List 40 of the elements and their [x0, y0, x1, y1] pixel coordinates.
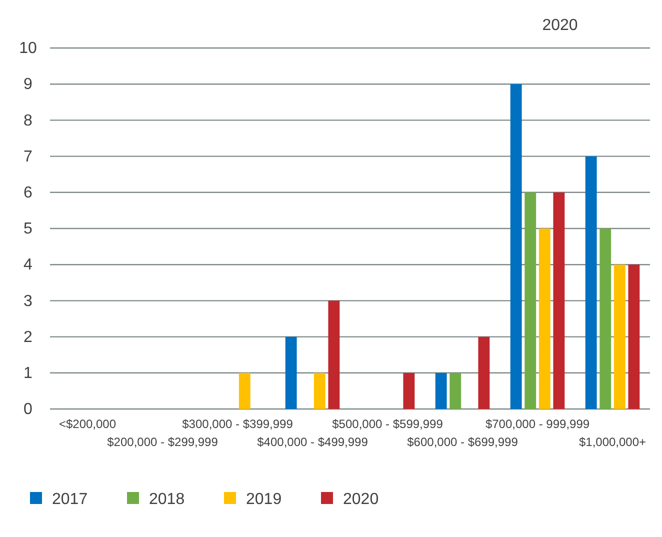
y-tick-label: 4: [24, 256, 33, 274]
legend-label: 2017: [52, 491, 88, 508]
bar: [628, 264, 640, 409]
bar: [553, 192, 565, 409]
y-tick-label: 7: [24, 148, 33, 166]
x-tick-label: $500,000 - $599,999: [332, 416, 444, 431]
chart-title: 2020: [542, 17, 578, 34]
bar: [403, 372, 415, 409]
x-tick-label: $600,000 - $699,999: [407, 434, 518, 449]
x-tick-label: $400,000 - $499,999: [257, 434, 368, 449]
y-tick-label: 6: [24, 184, 33, 202]
x-tick-label: $300,000 - $399,999: [182, 416, 294, 431]
legend-label: 2018: [149, 491, 185, 508]
bar: [538, 228, 550, 409]
bar: [524, 192, 536, 409]
y-tick-label: 0: [24, 401, 33, 418]
x-tick-label: $1,000,000+: [578, 434, 646, 449]
bar: [600, 228, 612, 409]
x-tick-label: <$200,000: [58, 416, 116, 431]
bar: [238, 372, 250, 409]
y-tick-label: 1: [24, 365, 33, 382]
bar: [510, 84, 522, 409]
bar: [435, 372, 447, 409]
bar: [314, 372, 326, 409]
y-tick-label: 10: [19, 40, 37, 58]
bar: [614, 264, 626, 409]
y-tick-label: 2: [24, 328, 33, 346]
bar: [285, 336, 297, 409]
legend-label: 2019: [246, 491, 282, 508]
y-tick-label: 3: [24, 292, 33, 310]
y-tick-label: 5: [24, 220, 33, 238]
y-tick-label: 9: [24, 76, 33, 94]
bar: [328, 300, 340, 409]
y-tick-label: 8: [24, 112, 33, 130]
legend-label: 2020: [343, 491, 379, 508]
x-tick-label: $200,000 - $299,999: [107, 434, 218, 449]
bar: [585, 156, 597, 409]
x-tick-label: $700,000 - 999,999: [485, 416, 590, 431]
bar: [450, 372, 462, 409]
bar: [478, 336, 490, 409]
